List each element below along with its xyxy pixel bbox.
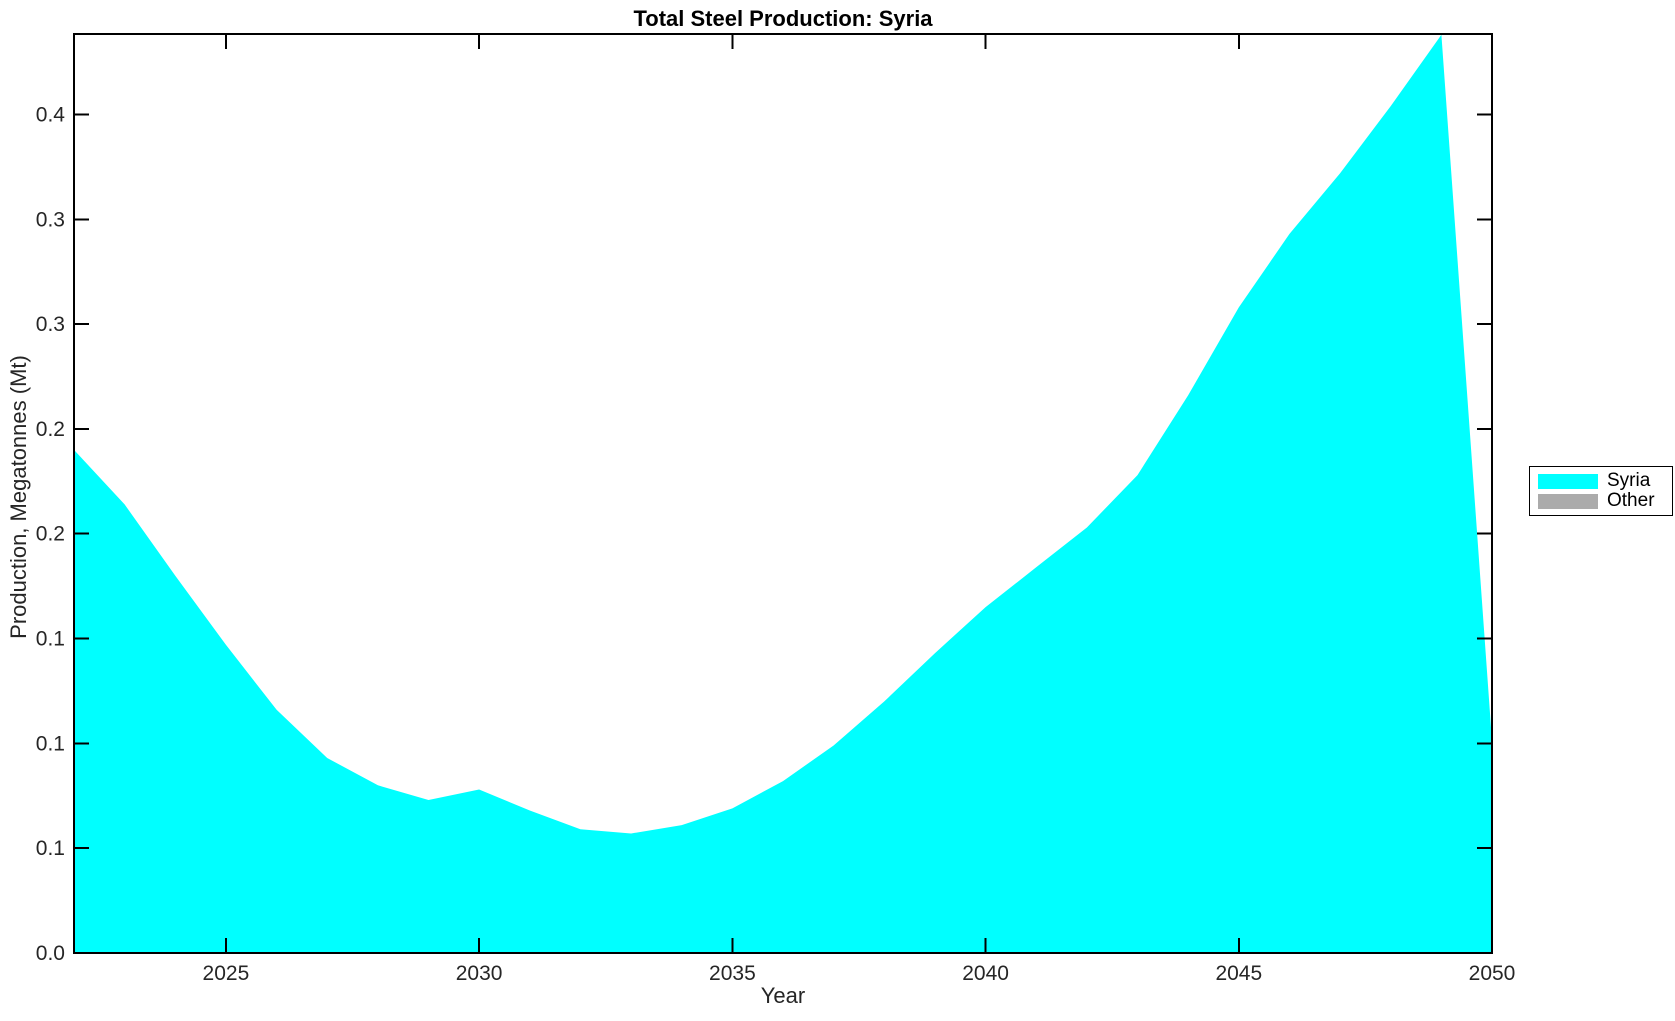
y-tick-label-0: 0.0 <box>36 942 65 965</box>
y-tick-label-1: 0.1 <box>36 837 65 860</box>
legend-entry-other: Other <box>1538 490 1672 511</box>
axes-box <box>73 33 1493 954</box>
x-tick-label-2045: 2045 <box>1215 962 1262 985</box>
x-tick-label-2040: 2040 <box>962 962 1009 985</box>
y-axis-label: Production, Megatonnes (Mt) <box>6 355 31 639</box>
x-tick-label-2025: 2025 <box>203 962 250 985</box>
y-tick-label-6: 0.3 <box>36 313 65 336</box>
x-tick-label-2030: 2030 <box>456 962 503 985</box>
x-axis-label: Year <box>760 983 806 1008</box>
y-tick-label-7: 0.3 <box>36 208 65 231</box>
y-tick-label-8: 0.4 <box>36 104 66 127</box>
y-tick-label-3: 0.1 <box>36 628 65 651</box>
chart-title: Total Steel Production: Syria <box>633 6 933 31</box>
other-color-swatch <box>1538 493 1598 509</box>
legend-label-syria: Syria <box>1607 470 1651 491</box>
y-tick-label-2: 0.1 <box>36 732 65 755</box>
x-tick-label-2050: 2050 <box>1469 962 1516 985</box>
legend-entry-syria: Syria <box>1538 470 1672 491</box>
x-tick-label-2035: 2035 <box>709 962 756 985</box>
legend-label-other: Other <box>1607 490 1655 511</box>
area-series-syria <box>74 34 1492 954</box>
legend: Syria Other <box>1529 466 1673 516</box>
y-tick-label-4: 0.2 <box>36 523 65 546</box>
syria-color-swatch <box>1538 473 1598 489</box>
y-tick-label-5: 0.2 <box>36 418 65 441</box>
